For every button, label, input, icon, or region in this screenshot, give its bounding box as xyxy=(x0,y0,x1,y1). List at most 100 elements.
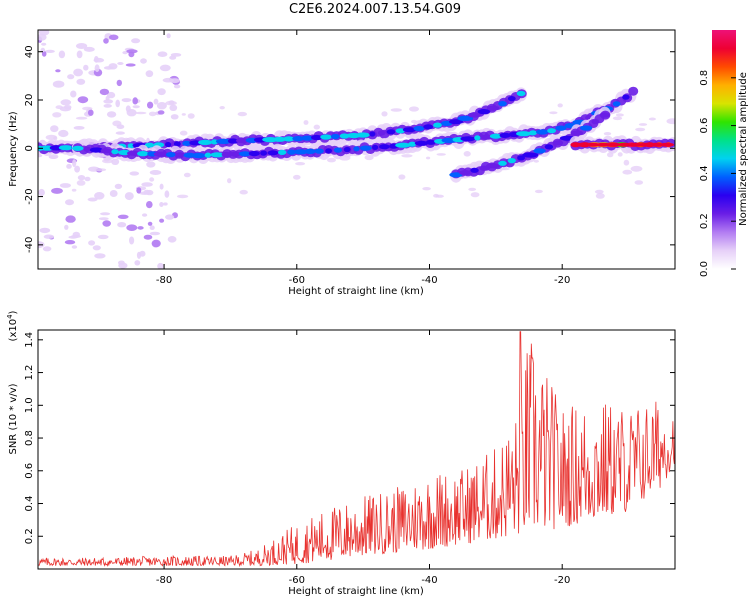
noise-blob xyxy=(100,212,111,216)
noise-blob xyxy=(117,62,124,65)
noise-blob xyxy=(55,105,63,110)
ridge-core xyxy=(402,127,417,133)
noise-blob xyxy=(83,46,95,52)
noise-blob xyxy=(58,129,69,138)
ridge-core xyxy=(423,124,434,130)
noise-blob xyxy=(44,49,55,54)
ridge-core xyxy=(330,133,340,140)
noise-blob xyxy=(149,177,155,182)
ridge-core xyxy=(622,94,630,100)
noise-blob xyxy=(422,187,431,191)
ridge-core xyxy=(293,149,308,155)
ridge-core xyxy=(287,149,296,155)
noise-blob xyxy=(146,161,156,168)
ridge-core xyxy=(547,128,556,134)
spectrogram-frame xyxy=(37,29,676,270)
colorbar-tick-label: 0.6 xyxy=(699,118,710,134)
noise-blob xyxy=(533,159,539,163)
ridge-core xyxy=(467,112,482,118)
noise-blob xyxy=(132,97,138,105)
ridge-core xyxy=(58,145,73,151)
ridge-core xyxy=(339,133,350,139)
ridge-core xyxy=(325,148,332,154)
ridge-core xyxy=(553,140,564,146)
noise-blob xyxy=(117,222,127,228)
ridge-peak xyxy=(607,142,621,147)
y-tick-label: 0.6 xyxy=(24,463,35,479)
noise-blob xyxy=(142,213,148,217)
ridge-core xyxy=(498,160,507,166)
ridge-core xyxy=(165,141,172,148)
ridge-core xyxy=(489,133,502,139)
noise-blob xyxy=(70,90,77,98)
x-tick-label: -60 xyxy=(289,275,305,286)
noise-blob xyxy=(65,215,76,223)
noise-blob xyxy=(390,108,402,112)
noise-blob xyxy=(615,113,624,117)
noise-blob xyxy=(74,165,80,173)
ridge-core xyxy=(414,140,429,146)
noise-blob xyxy=(151,239,161,248)
noise-blob xyxy=(612,116,623,121)
noise-blob xyxy=(148,111,157,117)
noise-blob xyxy=(137,226,144,230)
ridge-core xyxy=(111,149,119,155)
noise-blob xyxy=(166,33,171,39)
noise-blob xyxy=(426,156,431,160)
noise-blob xyxy=(75,43,88,49)
noise-blob xyxy=(157,88,166,96)
ridge-core xyxy=(522,152,539,158)
noise-blob xyxy=(121,98,132,103)
y-tick-label: -40 xyxy=(24,237,35,253)
noise-blob xyxy=(401,154,413,158)
ridge-core xyxy=(395,142,411,148)
noise-blob xyxy=(84,176,91,182)
noise-blob xyxy=(73,126,85,130)
noise-blob xyxy=(76,180,86,186)
noise-blob xyxy=(65,199,74,206)
ridge-core xyxy=(301,135,314,141)
noise-blob xyxy=(463,151,471,157)
noise-blob xyxy=(145,70,154,78)
ridge-3 xyxy=(569,135,675,154)
noise-blob xyxy=(237,111,247,117)
noise-blob xyxy=(132,105,140,109)
ridge-core xyxy=(211,139,218,145)
noise-blob xyxy=(60,99,72,106)
noise-blob xyxy=(76,78,86,85)
noise-blob xyxy=(114,183,123,189)
colorbar-tick-label: 0.0 xyxy=(699,261,710,277)
ridge-core xyxy=(191,152,207,159)
noise-blob xyxy=(159,202,164,207)
noise-blob xyxy=(181,113,186,116)
ridge-core xyxy=(230,151,242,157)
ridge-core xyxy=(517,155,525,161)
noise-blob xyxy=(77,175,86,181)
ridge-core xyxy=(100,148,111,154)
ridge-core xyxy=(591,119,600,125)
y-tick-label: 40 xyxy=(24,45,35,58)
noise-blob xyxy=(41,42,47,46)
noise-blob xyxy=(163,202,168,206)
ridge-core xyxy=(320,134,332,140)
ridge-core xyxy=(425,139,436,145)
ridge-peak xyxy=(638,142,653,147)
ridge-core xyxy=(386,129,396,135)
noise-blob xyxy=(313,124,320,130)
ridge-core xyxy=(292,136,304,142)
ridge-peak xyxy=(596,142,611,147)
ridge-core xyxy=(544,144,554,150)
ridge-core xyxy=(137,151,149,157)
y-tick-label: 1.0 xyxy=(24,397,35,413)
colorbar-tick-label: 0.2 xyxy=(699,213,710,229)
ridge-core xyxy=(470,167,479,173)
noise-blob xyxy=(183,172,191,178)
ridge-core xyxy=(413,125,425,132)
noise-blob xyxy=(49,155,58,159)
snr-y-multiplier: (x104) xyxy=(6,310,19,341)
noise-blob xyxy=(159,218,165,223)
noise-blob xyxy=(219,106,225,110)
noise-blob xyxy=(128,51,135,58)
noise-blob xyxy=(157,110,165,115)
y-tick-label: 0.2 xyxy=(24,528,35,544)
